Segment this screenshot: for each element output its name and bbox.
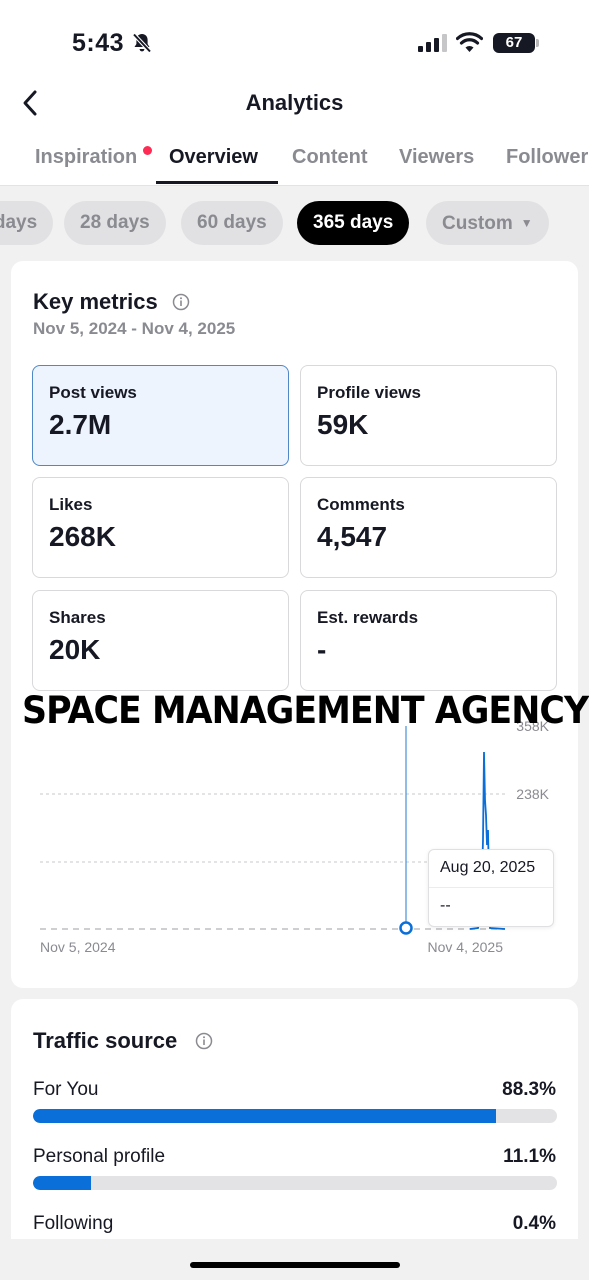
tab-bar: Inspiration Overview Content Viewers Fol… — [0, 126, 589, 186]
source-label-following: Following — [33, 1213, 114, 1234]
chip-60-days[interactable]: 60 days — [181, 201, 283, 245]
source-percent: 88.3% — [502, 1079, 556, 1100]
metric-est-rewards[interactable]: Est. rewards - — [300, 590, 557, 691]
page-title: Analytics — [245, 90, 344, 115]
watermark-text: SPACE MANAGEMENT AGENCY — [22, 689, 589, 732]
date-range: Nov 5, 2024 - Nov 4, 2025 — [33, 319, 236, 338]
metric-value: 20K — [49, 634, 101, 665]
post-views-chart[interactable]: 358K 238K Nov 5, 2024 Nov 4, 2025 — [0, 0, 589, 1000]
source-label-for-you: For You — [33, 1079, 99, 1100]
y-tick-label: 358K — [516, 718, 549, 734]
metric-value: 59K — [317, 409, 369, 440]
metric-likes[interactable]: Likes 268K — [32, 477, 289, 578]
chip-custom-label: Custom — [442, 213, 513, 234]
chart-tooltip: Aug 20, 2025 -- — [428, 849, 554, 927]
active-tab-indicator — [156, 181, 278, 184]
progress-bar-fill — [33, 1109, 496, 1123]
y-tick-label: 238K — [516, 786, 549, 802]
source-percent: 11.1% — [503, 1146, 556, 1167]
chip-custom[interactable]: Custom ▼ — [426, 201, 549, 245]
tooltip-date: Aug 20, 2025 — [440, 859, 536, 876]
source-label-personal-profile: Personal profile — [33, 1146, 166, 1167]
cell-signal-icon — [418, 34, 447, 52]
tab-viewers[interactable]: Viewers — [399, 146, 475, 168]
progress-bar — [33, 1176, 557, 1190]
metric-label: Est. rewards — [317, 608, 419, 627]
key-metrics-title: Key metrics — [33, 289, 158, 314]
tab-inspiration[interactable]: Inspiration — [35, 146, 138, 168]
chip-365-days[interactable]: 365 days — [297, 201, 410, 245]
traffic-source-title: Traffic source — [33, 1028, 178, 1053]
chip-28-days[interactable]: 28 days — [64, 201, 166, 245]
battery-indicator: 67 — [493, 33, 539, 53]
metric-value: 2.7M — [49, 409, 112, 440]
home-indicator — [190, 1262, 400, 1268]
metric-value: 268K — [49, 521, 116, 552]
metric-value: 4,547 — [317, 521, 388, 552]
chip-7-days[interactable]: 7 days — [0, 201, 54, 245]
metric-label: Profile views — [317, 383, 421, 402]
notification-dot — [143, 146, 152, 155]
metric-value: - — [317, 634, 327, 665]
wifi-icon — [456, 32, 483, 52]
metric-label: Shares — [49, 608, 106, 627]
status-time: 5:43 — [72, 29, 125, 57]
metric-post-views[interactable]: Post views 2.7M — [32, 365, 289, 466]
tooltip-divider — [429, 887, 553, 888]
tab-content[interactable]: Content — [292, 146, 368, 168]
key-metrics-card: Key metrics Nov 5, 2024 - Nov 4, 2025 Po… — [11, 261, 578, 988]
source-percent: 0.4% — [512, 1213, 556, 1234]
metric-label: Post views — [49, 383, 137, 402]
bell-muted-icon — [132, 33, 152, 53]
period-selector: 7 days 28 days 60 days 365 days Custom ▼ — [0, 186, 589, 260]
metric-label: Comments — [317, 495, 405, 514]
x-tick-label: Nov 5, 2024 — [40, 939, 116, 955]
tab-followers[interactable]: Followers — [506, 146, 589, 168]
info-icon[interactable] — [195, 1032, 213, 1050]
status-bar: 5:43 67 — [0, 0, 589, 80]
tooltip-value: -- — [440, 897, 451, 914]
app-header: Analytics — [0, 80, 589, 126]
cursor-point[interactable] — [399, 921, 413, 935]
back-arrow-icon[interactable] — [18, 88, 44, 118]
caret-down-icon: ▼ — [520, 216, 533, 230]
info-icon[interactable] — [172, 293, 190, 311]
traffic-source-card: Traffic source For You 88.3% Personal pr… — [11, 999, 578, 1239]
metric-label: Likes — [49, 495, 93, 514]
progress-bar — [33, 1109, 557, 1123]
x-tick-label: Nov 4, 2025 — [428, 939, 504, 955]
metric-shares[interactable]: Shares 20K — [32, 590, 289, 691]
metric-comments[interactable]: Comments 4,547 — [300, 477, 557, 578]
tab-overview[interactable]: Overview — [169, 146, 258, 168]
metric-profile-views[interactable]: Profile views 59K — [300, 365, 557, 466]
progress-bar-fill — [33, 1176, 92, 1190]
